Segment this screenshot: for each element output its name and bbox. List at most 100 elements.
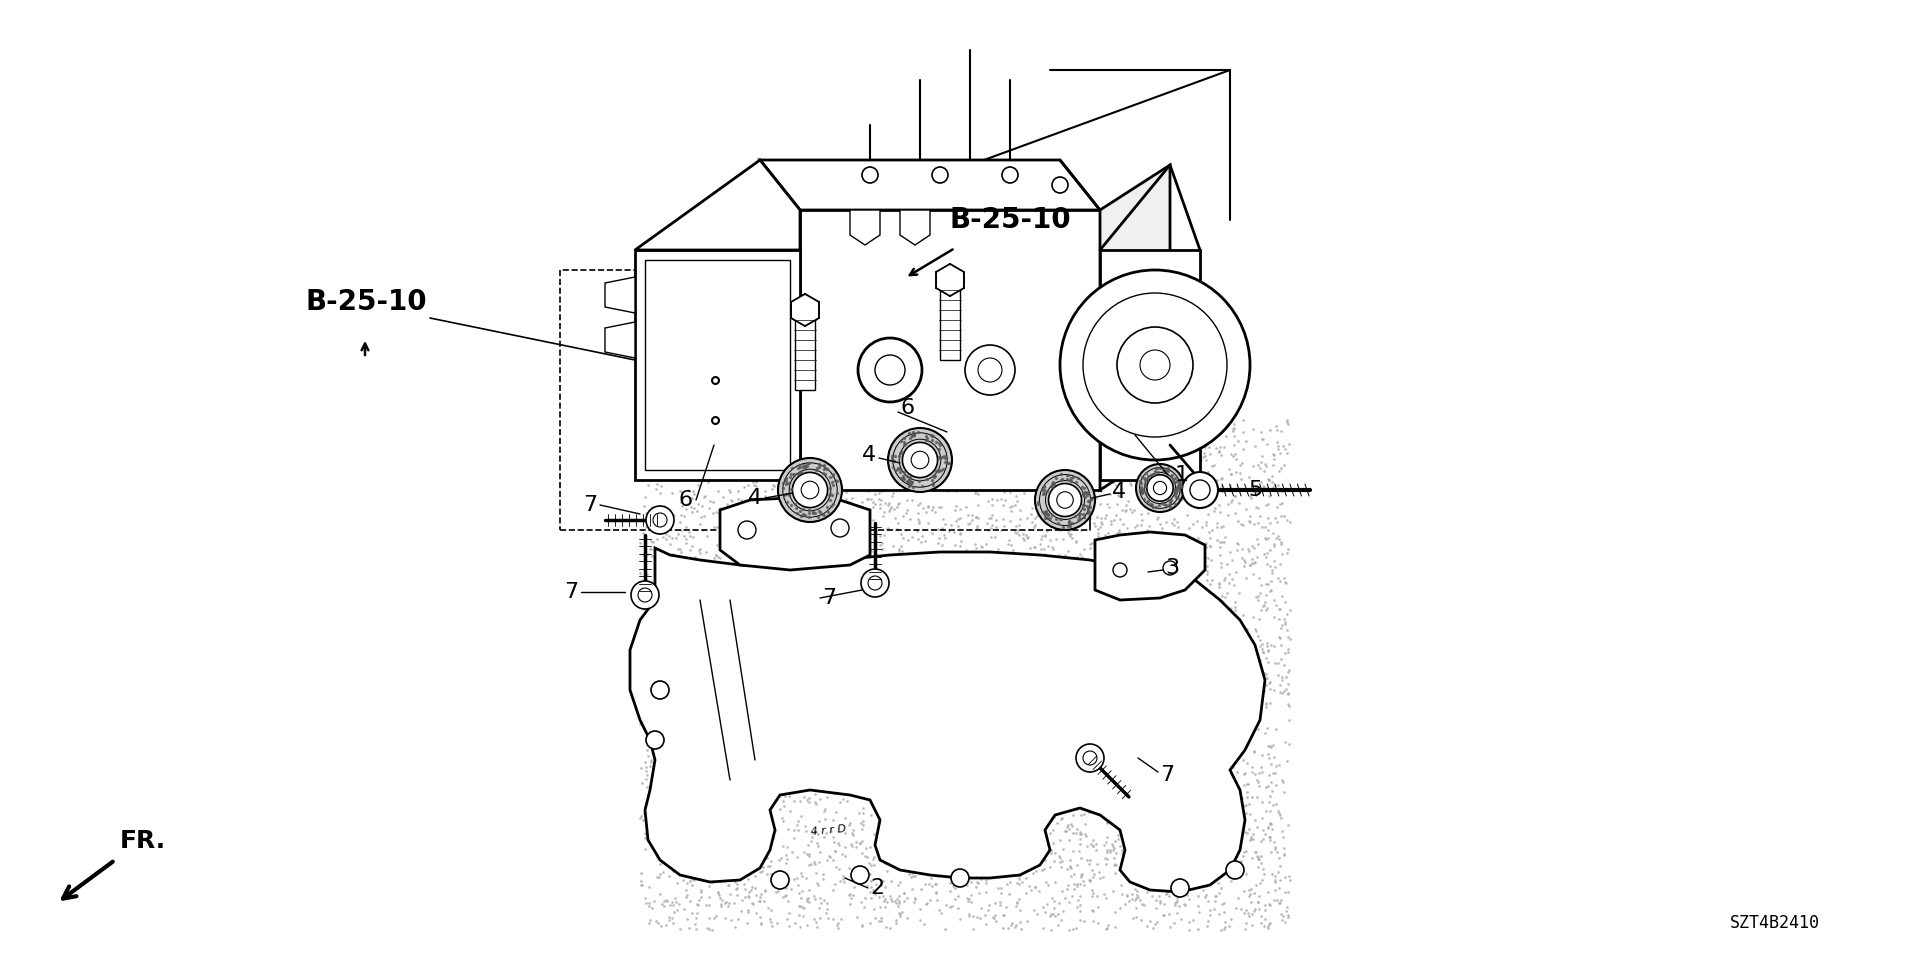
Point (1129, 733, 1160, 748)
Point (1098, 840, 1129, 855)
Point (1160, 464, 1190, 479)
Point (1227, 753, 1258, 768)
Point (726, 801, 756, 816)
Point (1158, 423, 1188, 439)
Point (889, 894, 920, 909)
Point (964, 446, 995, 462)
Point (1104, 547, 1135, 562)
Point (735, 854, 766, 869)
Point (1223, 434, 1254, 449)
Point (1008, 603, 1039, 618)
Point (632, 707, 662, 722)
Point (996, 614, 1027, 629)
Point (979, 838, 1010, 854)
Point (1263, 880, 1294, 896)
Point (1044, 604, 1075, 619)
Point (1140, 900, 1171, 915)
Point (964, 439, 995, 454)
Point (649, 894, 680, 909)
Point (789, 508, 820, 523)
Point (862, 773, 893, 788)
Point (968, 603, 998, 618)
Point (856, 431, 887, 446)
Point (902, 612, 933, 627)
Point (1087, 465, 1117, 480)
Point (1027, 503, 1058, 518)
Polygon shape (851, 210, 879, 245)
Point (881, 426, 912, 442)
Point (651, 855, 682, 871)
Point (991, 673, 1021, 688)
Point (924, 473, 954, 489)
Circle shape (778, 458, 843, 522)
Point (1188, 752, 1219, 767)
Point (1002, 594, 1033, 609)
Point (1219, 600, 1250, 615)
Point (908, 816, 939, 832)
Point (1031, 506, 1062, 521)
Point (1215, 911, 1246, 926)
Point (897, 798, 927, 813)
Point (1171, 682, 1202, 697)
Point (1175, 820, 1206, 835)
Point (935, 819, 966, 834)
Point (647, 758, 678, 773)
Point (993, 536, 1023, 552)
Point (749, 655, 780, 671)
Point (952, 798, 983, 813)
Point (670, 835, 701, 851)
Point (1037, 477, 1068, 492)
Point (664, 514, 695, 530)
Point (689, 489, 720, 504)
Point (643, 643, 674, 658)
Point (1187, 620, 1217, 635)
Point (1169, 880, 1200, 896)
Point (925, 499, 956, 514)
Point (705, 715, 735, 730)
Point (1142, 781, 1173, 796)
Point (1037, 539, 1068, 555)
Point (822, 918, 852, 933)
Point (1235, 796, 1265, 811)
Point (966, 910, 996, 925)
Point (858, 852, 889, 867)
Point (1231, 844, 1261, 859)
Point (1196, 659, 1227, 674)
Point (935, 458, 966, 473)
Point (973, 603, 1004, 618)
Point (660, 708, 691, 723)
Point (972, 917, 1002, 932)
Point (1006, 848, 1037, 863)
Point (837, 826, 868, 841)
Point (1252, 677, 1283, 693)
Point (1240, 687, 1271, 702)
Point (1229, 905, 1260, 921)
Point (1085, 721, 1116, 737)
Point (1131, 449, 1162, 465)
Point (758, 498, 789, 513)
Point (664, 507, 695, 522)
Point (868, 888, 899, 903)
Point (824, 837, 854, 853)
Point (803, 625, 833, 640)
Point (756, 481, 787, 496)
Point (820, 680, 851, 696)
Point (1037, 822, 1068, 837)
Point (881, 559, 912, 574)
Point (718, 714, 749, 729)
Point (1202, 804, 1233, 819)
Point (1250, 588, 1281, 604)
Point (781, 756, 812, 771)
Point (1016, 434, 1046, 449)
Point (1114, 778, 1144, 793)
Point (801, 455, 831, 470)
Point (741, 608, 772, 624)
Point (781, 849, 812, 864)
Point (897, 633, 927, 649)
Point (1100, 865, 1131, 880)
Point (1183, 717, 1213, 732)
Point (1200, 888, 1231, 903)
Point (1146, 524, 1177, 539)
Point (1131, 466, 1162, 481)
Point (693, 608, 724, 624)
